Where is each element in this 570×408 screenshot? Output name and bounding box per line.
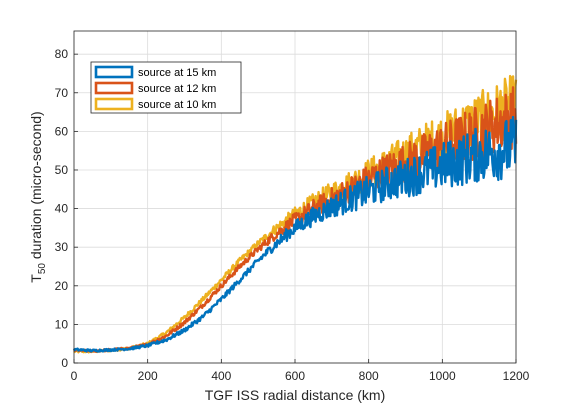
legend-box [90, 61, 242, 114]
x-tick-label: 400 [211, 369, 231, 383]
y-tick-label: 70 [55, 86, 69, 100]
y-axis-label-suffix: duration (micro-second) [28, 111, 44, 263]
x-tick-label: 600 [285, 369, 305, 383]
y-tick-label: 50 [55, 163, 69, 177]
y-axis-label-subscript: 50 [37, 263, 48, 275]
legend-swatch-source-at-15-km [94, 65, 134, 79]
legend-label-source-at-15-km: source at 15 km [138, 67, 216, 79]
y-axis-label: T50 duration (micro-second) [28, 111, 48, 282]
legend-swatch-source-at-12-km [94, 81, 134, 95]
legend: source at 15 km source at 12 km source at … [90, 61, 242, 114]
series-layer [72, 74, 518, 354]
y-tick-label: 80 [55, 47, 69, 61]
x-tick-label: 0 [71, 369, 78, 383]
y-axis-label-prefix: T [28, 274, 44, 283]
series-line-source-at-15-km [72, 115, 518, 353]
y-tick-label: 10 [55, 317, 69, 331]
legend-label-source-at-10-km: source at 10 km [138, 99, 216, 111]
legend-swatch-source-at-10-km [94, 97, 134, 111]
y-tick-label: 30 [55, 240, 69, 254]
y-tick-label: 0 [61, 356, 68, 370]
legend-label-source-at-12-km: source at 12 km [138, 83, 216, 95]
x-tick-label: 200 [138, 369, 158, 383]
x-tick-label: 800 [359, 369, 379, 383]
x-tick-label: 1200 [503, 369, 530, 383]
ticks: 0 200 400 600 800 1000 1200 0 10 20 30 40 50 60 70 80 [55, 47, 530, 383]
x-axis-label: TGF ISS radial distance (km) [205, 387, 386, 403]
y-tick-label: 40 [55, 202, 69, 216]
x-tick-label: 1000 [429, 369, 456, 383]
y-tick-label: 20 [55, 279, 69, 293]
y-tick-label: 60 [55, 124, 69, 138]
